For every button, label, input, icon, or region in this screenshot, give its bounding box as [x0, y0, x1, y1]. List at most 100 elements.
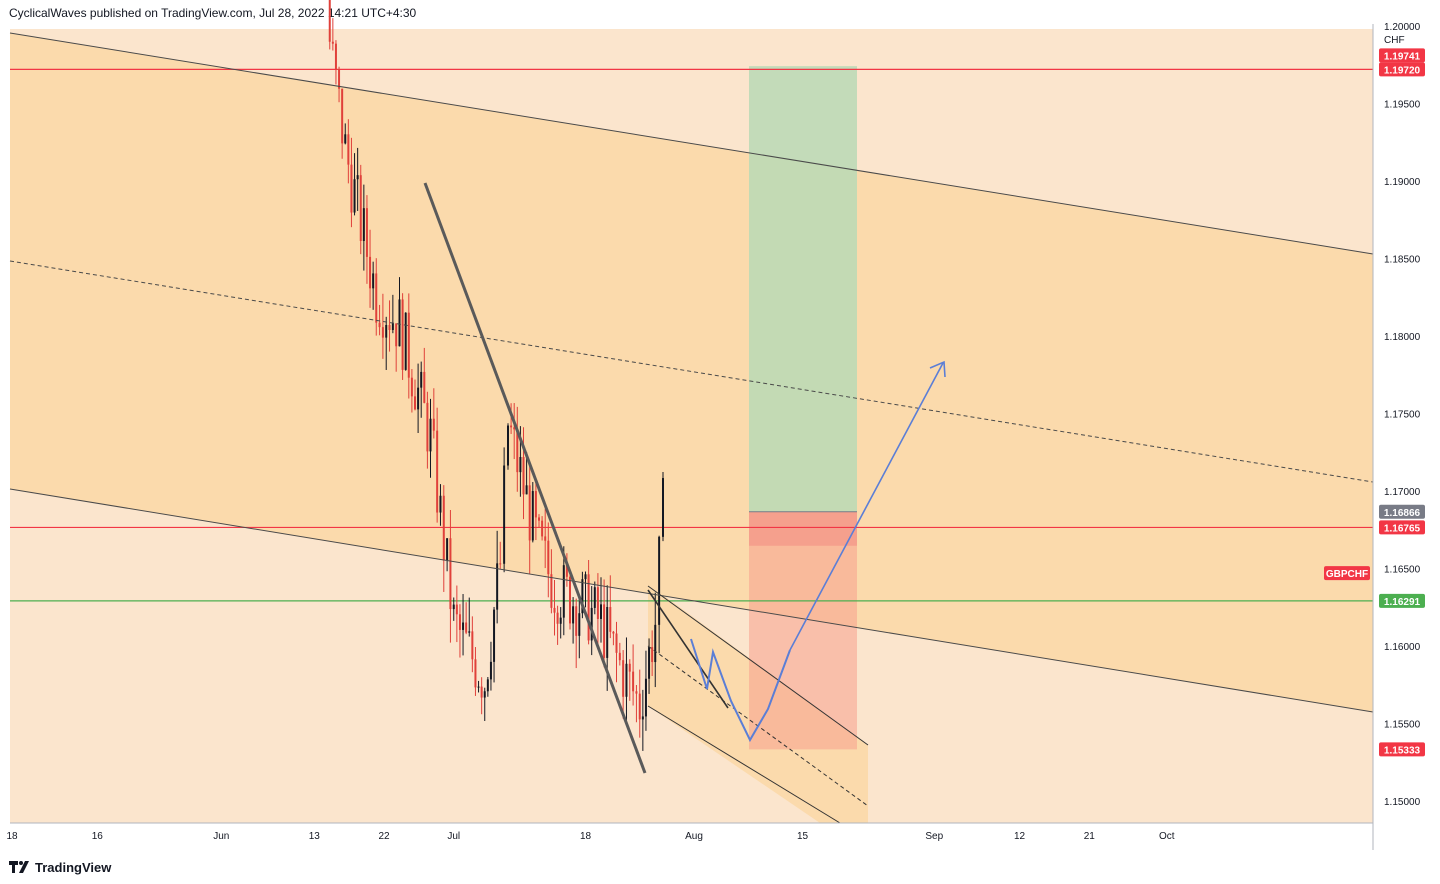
candle-body	[503, 465, 506, 564]
candle-body	[581, 579, 584, 614]
time-tick-label: 13	[309, 831, 321, 842]
candle-body	[575, 606, 578, 636]
candle-body	[442, 495, 445, 561]
downtrend-line	[423, 182, 647, 774]
price-tick-label: 1.15500	[1384, 720, 1421, 731]
candle-body	[362, 208, 365, 241]
time-tick-label: 15	[797, 831, 809, 842]
candle-body	[628, 663, 631, 672]
candle-body	[378, 322, 381, 328]
candle-body	[372, 273, 375, 289]
candle-body	[385, 325, 388, 338]
candle-body	[525, 485, 528, 495]
candle-body	[452, 604, 455, 610]
price-tick-label: 1.15000	[1384, 797, 1421, 808]
candle-body	[578, 613, 581, 636]
candle-body	[395, 323, 398, 347]
candle-body	[417, 387, 420, 410]
candle-body	[414, 396, 416, 410]
level-tag	[1379, 62, 1425, 77]
candle-body	[644, 678, 647, 717]
candle-body	[480, 686, 483, 698]
time-tick-label: Jul	[447, 831, 460, 842]
candle-body	[455, 604, 458, 615]
currency-label: CHF	[1384, 35, 1405, 46]
candle-body	[489, 661, 492, 680]
candle-body	[541, 520, 544, 537]
candle-body	[638, 693, 641, 720]
symbol-tag-text: GBPCHF	[1326, 569, 1368, 580]
price-tag-text: 1.16866	[1384, 508, 1421, 519]
candle-body	[662, 478, 664, 537]
candle-body	[347, 134, 350, 165]
candle-body	[446, 538, 449, 561]
candle-body	[596, 587, 599, 619]
level-tag-text: 1.16291	[1384, 597, 1421, 608]
wedge-upper-line	[647, 585, 869, 746]
candle-body	[449, 538, 452, 610]
time-tick-label: 12	[1014, 831, 1026, 842]
projection-arrow	[789, 362, 944, 651]
candle-body	[429, 418, 432, 452]
price-axis[interactable]: 1.245001.240001.235001.230001.225001.220…	[1384, 0, 1421, 808]
projection-arrow-head	[929, 360, 946, 378]
candle-body	[381, 327, 384, 338]
price-tick-label: 1.17500	[1384, 410, 1421, 421]
time-tick-label: Oct	[1159, 831, 1175, 842]
level-tag	[1379, 593, 1425, 608]
candle-body	[603, 604, 606, 658]
candle-body	[612, 631, 615, 634]
time-axis[interactable]: 18May16Jun1322Jul18Aug15Sep1221Oct	[0, 831, 1175, 842]
time-tick-label: 21	[1084, 831, 1096, 842]
candle-body	[499, 563, 502, 565]
price-tag	[1379, 742, 1425, 757]
level-tag-text: 1.19720	[1384, 65, 1421, 76]
candle-body	[510, 425, 513, 428]
candle-body	[465, 622, 468, 633]
candle-body	[439, 495, 442, 513]
candle-body	[516, 429, 519, 473]
candle-body	[654, 624, 657, 663]
candle-body	[550, 574, 553, 608]
candle-body	[410, 377, 413, 397]
channel-mid-line	[9, 260, 1374, 483]
time-tick-label: 22	[378, 831, 390, 842]
candle-body	[436, 430, 439, 513]
time-tick-label: 18	[580, 831, 592, 842]
price-tag-text: 1.15333	[1384, 745, 1421, 756]
candle-body	[420, 371, 423, 388]
tradingview-footer[interactable]: TradingView	[9, 858, 111, 876]
time-tick-label: 16	[92, 831, 104, 842]
candle-body	[556, 612, 559, 624]
candle-body	[350, 164, 353, 213]
inner-trend-line	[647, 589, 729, 709]
price-tick-label: 1.16500	[1384, 565, 1421, 576]
candle-body	[572, 606, 575, 624]
candle-body	[522, 457, 525, 495]
candle-body	[341, 88, 344, 144]
candle-body	[562, 565, 565, 618]
candle-body	[353, 179, 356, 213]
candle-body	[407, 312, 410, 378]
candle-body	[635, 691, 638, 694]
candle-body	[587, 574, 590, 641]
candle-body	[593, 587, 596, 608]
publisher-line: CyclicalWaves published on TradingView.c…	[9, 6, 417, 20]
price-tick-label: 1.16000	[1384, 642, 1421, 653]
candle-body	[615, 633, 618, 653]
candle-body	[398, 299, 401, 347]
candle-body	[369, 256, 372, 289]
candle-body	[584, 574, 587, 580]
price-tick-label: 1.19000	[1384, 177, 1421, 188]
candle-body	[641, 716, 644, 720]
candle-body	[651, 647, 654, 663]
time-tick-label: Sep	[925, 831, 943, 842]
symbol-tag	[1324, 566, 1370, 581]
candle-body	[590, 607, 593, 641]
price-tick-label: 1.17000	[1384, 487, 1421, 498]
candle-body	[328, 0, 331, 42]
candle-body	[622, 660, 625, 697]
candle-body	[553, 607, 556, 613]
channel-lower-line	[9, 488, 1374, 713]
